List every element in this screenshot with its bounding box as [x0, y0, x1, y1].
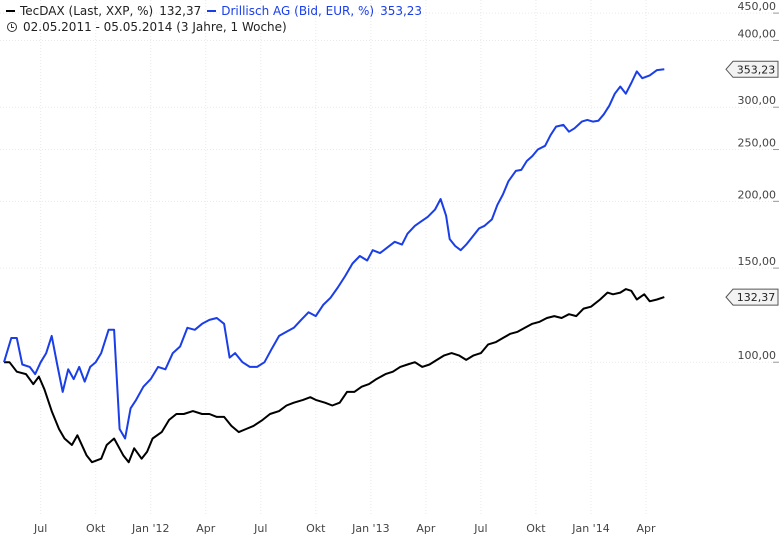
y-tick-label: 150,00	[738, 255, 777, 268]
last-value-tag-drillisch	[725, 60, 779, 78]
x-tick-label: Okt	[86, 522, 106, 535]
clock-icon	[7, 22, 17, 32]
series-line-drillisch	[3, 68, 665, 440]
y-tick-label: 100,00	[738, 349, 777, 362]
y-tick-label: 200,00	[738, 188, 777, 201]
last-value-tags: 132,37 353,23	[725, 60, 779, 306]
y-axis-labels: 100,00 150,00 200,00 250,00 300,00 400,00 450,…	[738, 0, 777, 362]
x-tick-label: Jan '13	[351, 522, 389, 535]
y-tick-label: 400,00	[738, 27, 777, 40]
legend-value-drillisch: 353,23	[380, 4, 423, 18]
series-lines	[3, 68, 665, 464]
x-tick-label: Apr	[196, 522, 216, 535]
x-tick-label: Jul	[33, 522, 47, 535]
legend-swatch-tecdax	[6, 10, 15, 12]
x-tick-label: Jul	[473, 522, 487, 535]
legend-label-drillisch: Drillisch AG (Bid, EUR, %)	[221, 4, 375, 18]
y-tick-label: 450,00	[738, 0, 777, 13]
x-tick-label: Okt	[526, 522, 546, 535]
y-tick-label: 250,00	[738, 137, 777, 150]
chart-period: 02.05.2011 - 05.05.2014 (3 Jahre, 1 Woch…	[23, 20, 287, 34]
last-value-tag-tecdax	[725, 288, 779, 306]
series-line-tecdax	[4, 288, 665, 464]
y-tick-label: 300,00	[738, 94, 777, 107]
x-tick-label: Okt	[306, 522, 326, 535]
legend-item-tecdax: TecDAX (Last, XXP, %) 132,37	[6, 3, 201, 19]
legend-label-tecdax: TecDAX (Last, XXP, %)	[20, 4, 154, 18]
grid-lines	[0, 0, 779, 516]
last-value-label-drillisch: 353,23	[737, 63, 776, 76]
chart-legend: TecDAX (Last, XXP, %) 132,37 Drillisch A…	[6, 3, 428, 35]
x-tick-label: Apr	[636, 522, 656, 535]
last-value-label-tecdax: 132,37	[737, 291, 776, 304]
legend-value-tecdax: 132,37	[159, 4, 202, 18]
x-tick-label: Apr	[416, 522, 436, 535]
legend-swatch-drillisch	[207, 10, 217, 12]
legend-item-drillisch: Drillisch AG (Bid, EUR, %) 353,23	[207, 3, 422, 19]
x-axis-labels: Jul Okt Jan '12 Apr Jul Okt Jan '13 Apr Jul Okt Ja…	[33, 522, 656, 535]
x-tick-label: Jul	[253, 522, 267, 535]
x-tick-label: Jan '12	[131, 522, 169, 535]
x-tick-label: Jan '14	[571, 522, 609, 535]
